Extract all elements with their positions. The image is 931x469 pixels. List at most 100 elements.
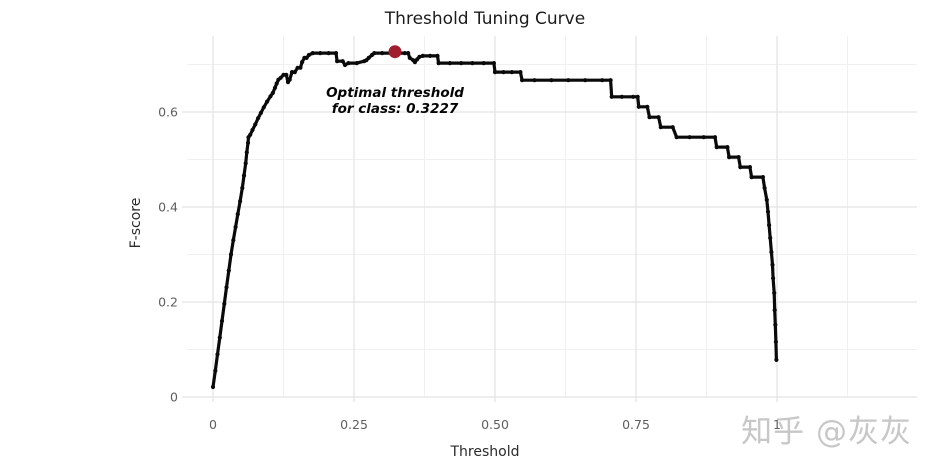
data-point-marker — [270, 90, 275, 96]
data-point-marker — [253, 122, 258, 127]
data-point-marker — [609, 94, 614, 99]
data-point-marker — [300, 60, 305, 65]
data-point-marker — [656, 115, 661, 120]
data-point-marker — [674, 135, 679, 140]
x-tick-label: 0.25 — [340, 417, 368, 432]
data-point-marker — [749, 175, 754, 180]
data-point-marker — [217, 335, 222, 340]
data-point-marker — [256, 116, 261, 121]
gridlines-minor — [187, 36, 917, 397]
data-point-marker — [470, 61, 475, 66]
data-point-marker — [380, 51, 385, 56]
data-point-marker — [245, 140, 251, 145]
data-point-marker — [492, 70, 498, 75]
data-point-marker — [772, 290, 777, 296]
data-point-marker — [501, 70, 506, 75]
data-point-marker — [738, 165, 743, 170]
data-point-marker — [772, 308, 777, 313]
y-axis-title: F-score — [128, 198, 144, 249]
data-point-marker — [250, 127, 255, 133]
data-point-marker — [228, 252, 234, 257]
data-point-marker — [670, 125, 675, 130]
data-point-marker — [420, 53, 425, 59]
data-point-marker — [764, 197, 769, 202]
x-tick-label: 0.50 — [481, 417, 509, 432]
data-point-marker — [304, 55, 309, 61]
data-point-marker — [647, 115, 652, 120]
data-point-marker — [727, 155, 732, 160]
x-tick-label: 0 — [209, 417, 217, 432]
data-point-marker — [406, 51, 411, 56]
y-tick-label: 0 — [170, 390, 178, 405]
data-point-marker — [566, 78, 571, 83]
annotation-line1: Optimal threshold — [326, 85, 464, 101]
chart-title: Threshold Tuning Curve — [384, 9, 585, 29]
y-tick-label: 0.4 — [158, 200, 178, 215]
data-point-marker — [233, 224, 238, 230]
data-point-marker — [771, 276, 776, 281]
data-point-marker — [417, 54, 422, 60]
data-point-marker — [520, 78, 525, 83]
data-point-marker — [509, 70, 514, 75]
data-point-marker — [714, 145, 719, 150]
data-point-marker — [658, 125, 663, 130]
data-point-marker — [292, 70, 297, 75]
data-point-marker — [346, 61, 351, 66]
data-point-marker — [407, 55, 412, 61]
data-point-marker — [769, 250, 774, 255]
watermark: 知乎 @灰灰 — [741, 414, 912, 450]
data-point-marker — [241, 173, 247, 178]
data-point-marker — [278, 75, 283, 80]
data-point-marker — [767, 223, 772, 228]
data-point-marker — [326, 51, 331, 56]
data-point-marker — [222, 301, 227, 306]
y-tick-label: 0.2 — [158, 295, 178, 310]
data-point-marker — [687, 135, 692, 140]
data-point-marker — [235, 212, 240, 217]
data-point-marker — [412, 60, 417, 65]
data-point-marker — [773, 322, 778, 327]
data-point-marker — [725, 145, 730, 150]
data-point-marker — [645, 104, 650, 109]
data-point-marker — [310, 51, 315, 56]
optimal-point-marker — [388, 45, 402, 59]
data-point-marker — [340, 59, 345, 64]
y-tick-label: 0.6 — [158, 105, 178, 120]
data-point-marker — [240, 185, 245, 191]
x-tick-labels: 0 0.25 0.50 0.75 1 — [209, 417, 781, 432]
data-point-marker — [244, 150, 249, 155]
data-point-marker — [231, 238, 236, 243]
data-point-marker — [258, 110, 263, 115]
data-point-marker — [765, 209, 771, 214]
data-point-marker — [210, 384, 216, 390]
data-point-marker — [428, 53, 433, 59]
data-point-marker — [335, 59, 340, 64]
data-point-marker — [447, 61, 452, 66]
data-point-marker — [774, 357, 779, 362]
data-point-marker — [631, 94, 636, 99]
data-point-marker — [701, 135, 706, 140]
data-point-marker — [287, 77, 292, 82]
data-point-marker — [402, 51, 407, 56]
data-point-marker — [712, 135, 718, 140]
data-point-marker — [342, 62, 348, 68]
data-point-marker — [636, 104, 641, 109]
data-point-marker — [436, 61, 441, 66]
data-point-marker — [600, 78, 605, 83]
data-point-marker — [481, 61, 486, 66]
data-point-marker — [265, 99, 270, 104]
y-tick-labels: 0 0.2 0.4 0.6 — [158, 105, 178, 405]
x-tick-label: 1 — [773, 417, 781, 432]
data-point-marker — [213, 368, 218, 373]
annotation-line2: for class: 0.3227 — [332, 101, 459, 117]
data-point-marker — [261, 105, 266, 110]
data-point-marker — [372, 51, 377, 56]
data-point-marker — [532, 78, 537, 83]
data-point-marker — [226, 268, 231, 273]
data-point-marker — [770, 262, 775, 267]
data-point-marker — [747, 165, 753, 170]
data-point-marker — [298, 65, 303, 70]
data-point-marker — [272, 85, 278, 90]
